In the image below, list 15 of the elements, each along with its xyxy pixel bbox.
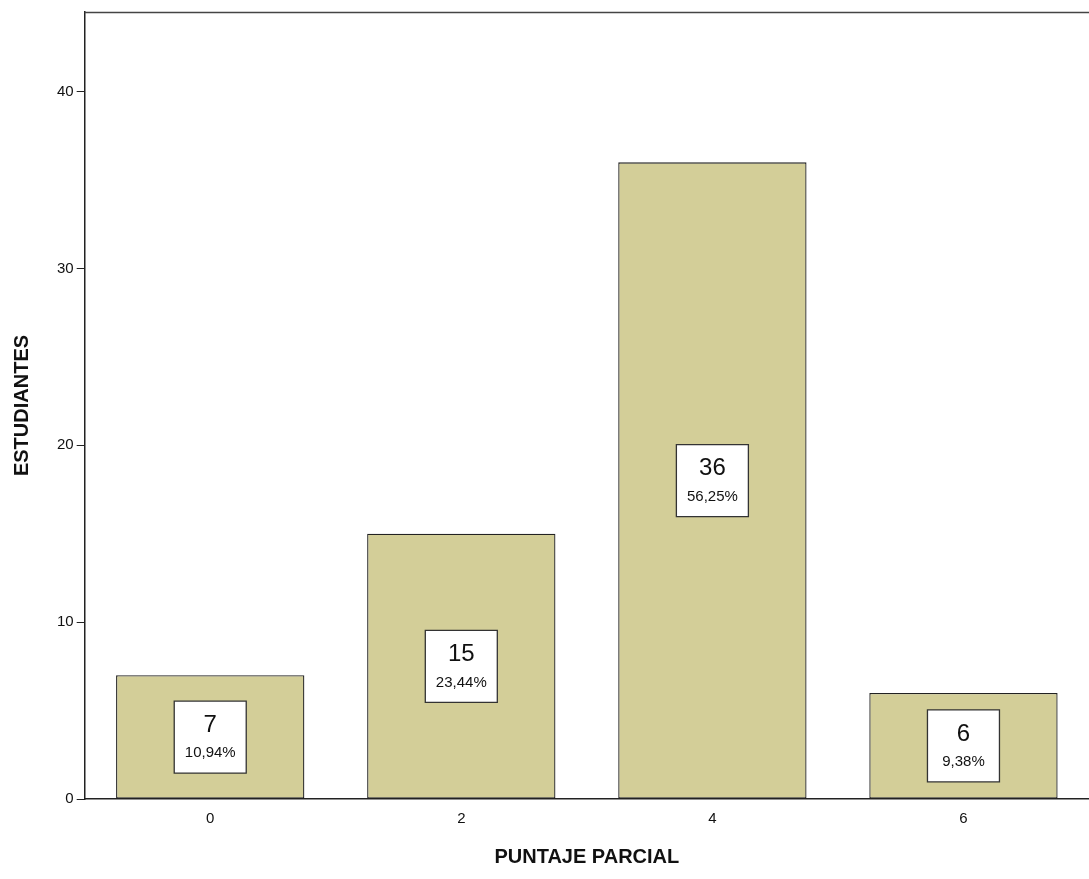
y-tick-label: 30 [57,258,74,276]
y-tick-label: 40 [57,81,74,99]
data-label: 6 9,38% [942,718,985,770]
data-label: 36 56,25% [686,453,738,504]
x-tick-label: 4 [708,809,717,827]
y-tick-label: 10 [57,612,74,630]
data-label: 7 10,94% [184,709,236,761]
y-axis-title: ESTUDIANTES [9,334,32,477]
x-axis-title: PUNTAJE PARCIAL [494,844,680,867]
x-tick-label: 6 [959,809,968,827]
y-tick-label: 20 [57,435,74,453]
y-tick-label: 0 [65,789,74,807]
data-label: 15 23,44% [435,638,487,690]
x-tick-label: 0 [206,809,215,827]
x-tick-label: 2 [457,809,466,827]
